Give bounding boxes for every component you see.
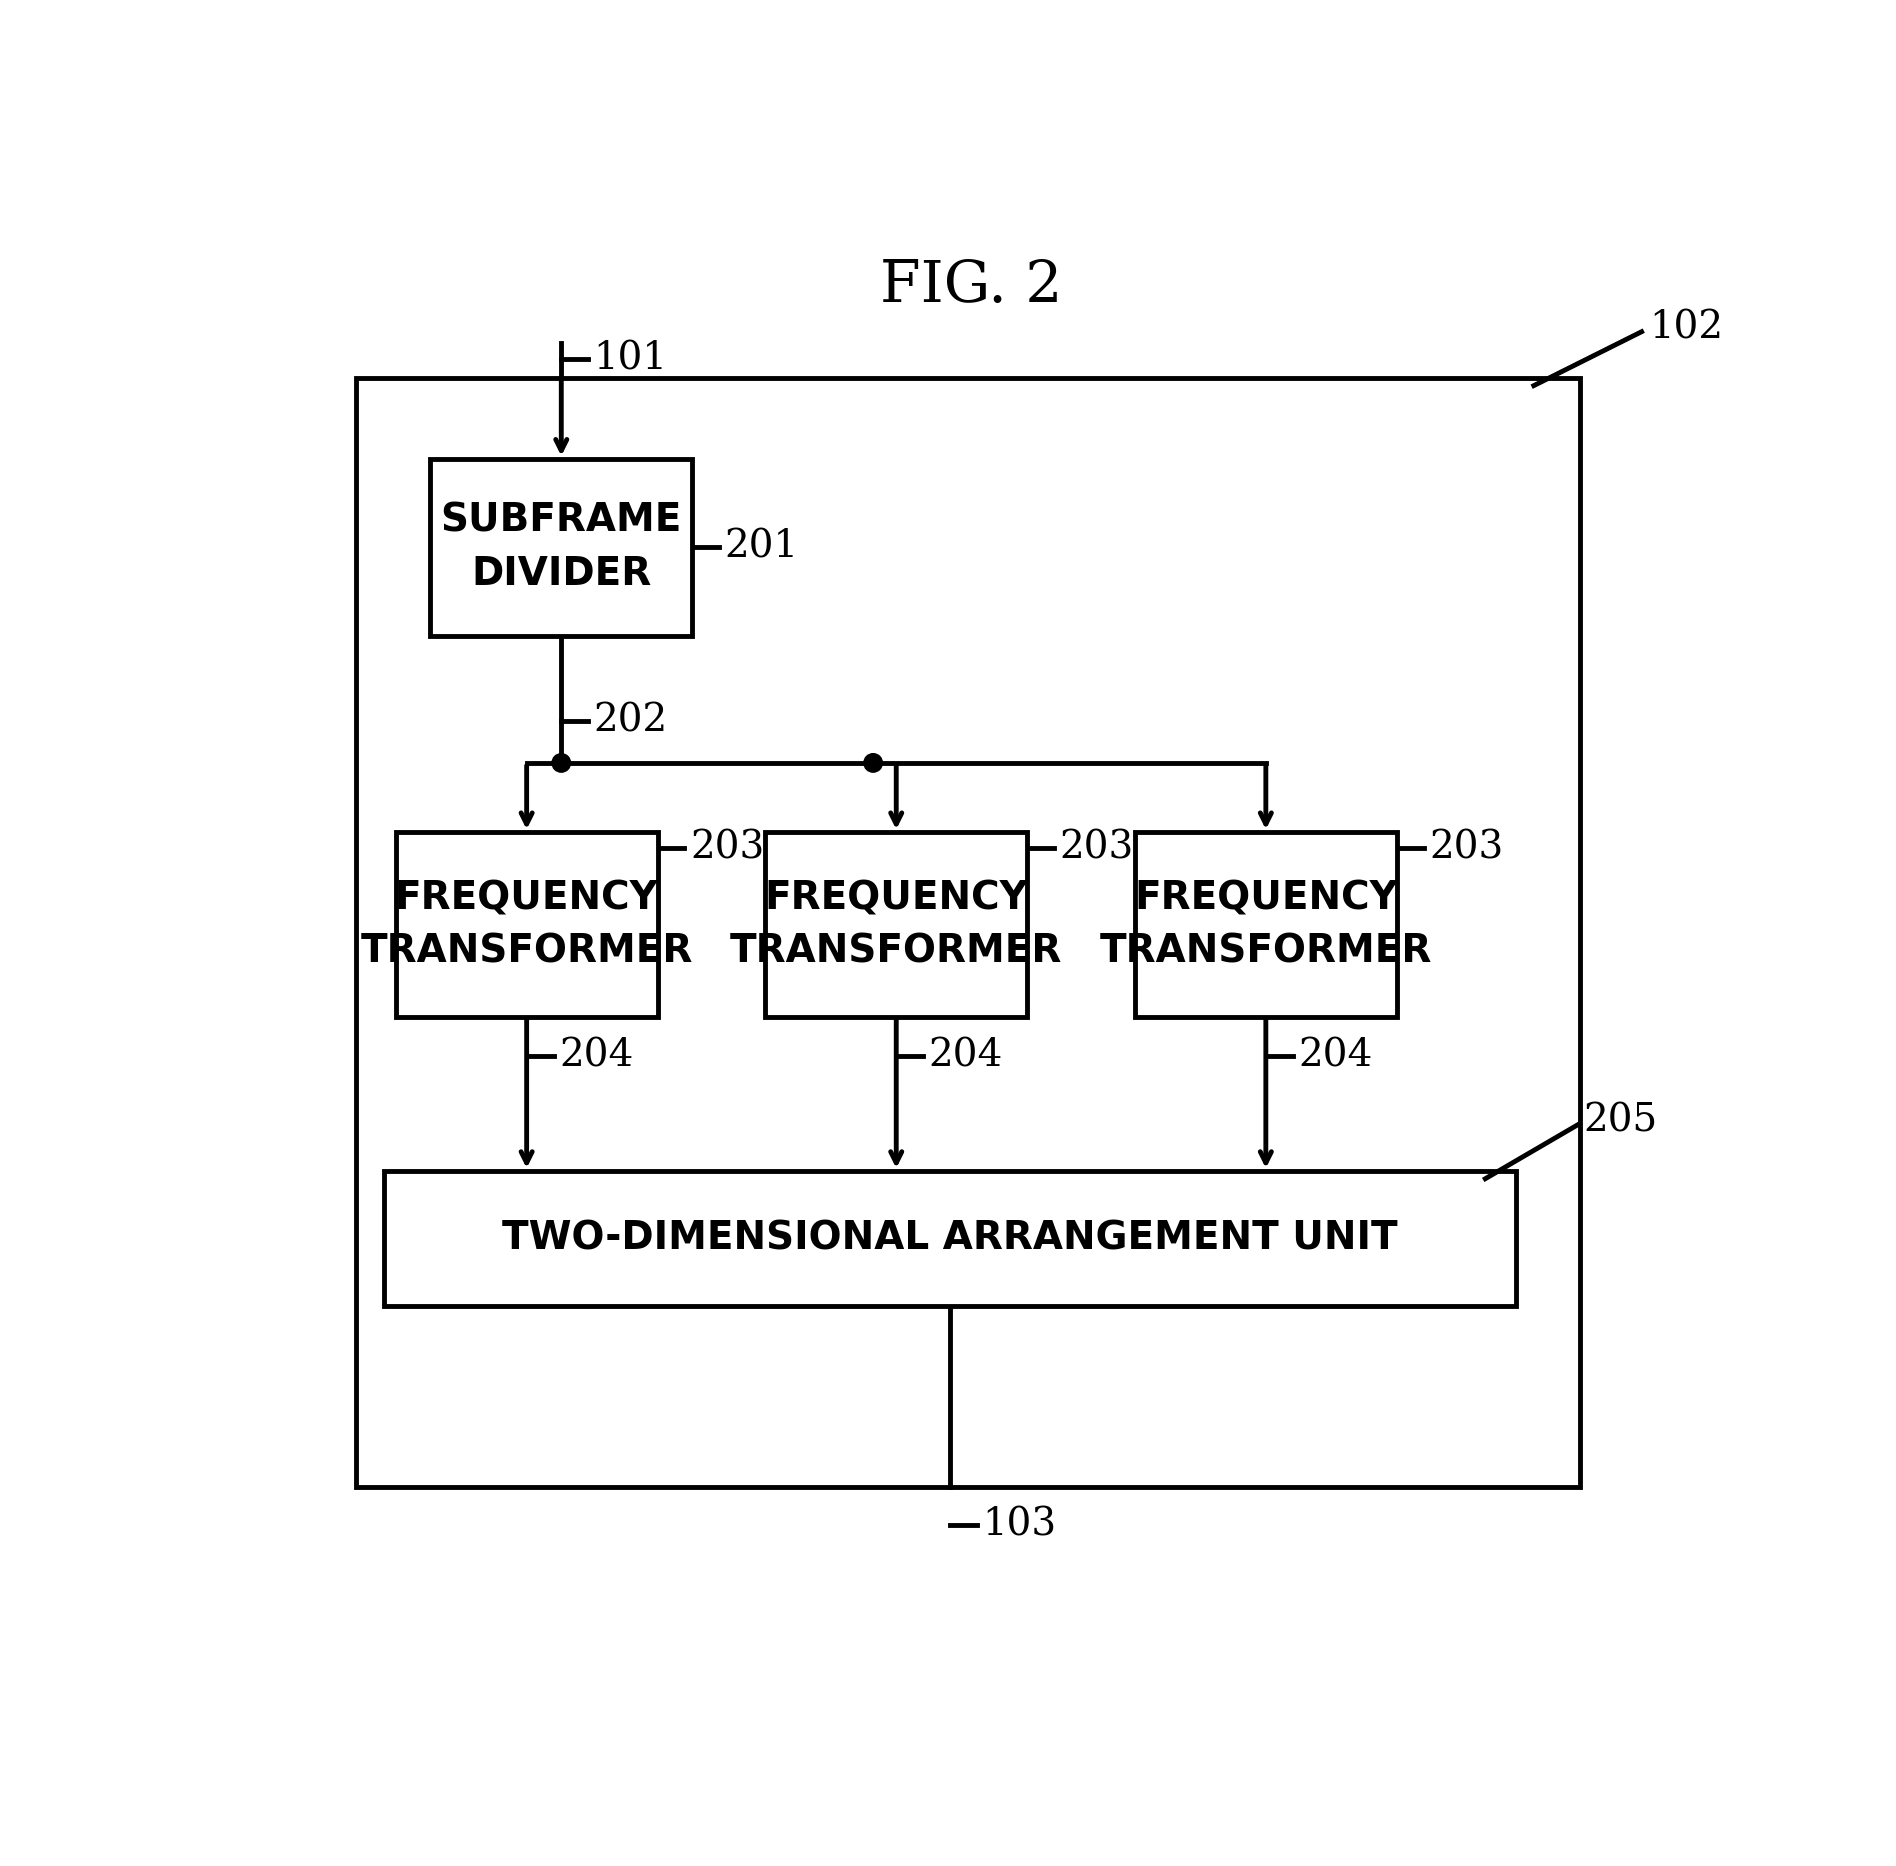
Text: FREQUENCY
TRANSFORMER: FREQUENCY TRANSFORMER xyxy=(360,879,692,970)
Text: 204: 204 xyxy=(929,1037,1003,1075)
Text: 205: 205 xyxy=(1583,1103,1659,1140)
Text: 202: 202 xyxy=(593,702,667,739)
Text: FREQUENCY
TRANSFORMER: FREQUENCY TRANSFORMER xyxy=(730,879,1062,970)
Bar xyxy=(766,832,1028,1017)
Bar xyxy=(396,832,658,1017)
Text: FIG. 2: FIG. 2 xyxy=(880,258,1064,313)
Bar xyxy=(430,459,692,636)
Text: TWO-DIMENSIONAL ARRANGEMENT UNIT: TWO-DIMENSIONAL ARRANGEMENT UNIT xyxy=(502,1218,1397,1258)
Circle shape xyxy=(552,754,571,773)
Text: 103: 103 xyxy=(982,1506,1056,1543)
Text: 203: 203 xyxy=(1060,829,1134,866)
Text: 203: 203 xyxy=(1430,829,1504,866)
Text: 204: 204 xyxy=(1299,1037,1373,1075)
Circle shape xyxy=(865,754,882,773)
Text: 201: 201 xyxy=(724,528,798,565)
Text: SUBFRAME
DIVIDER: SUBFRAME DIVIDER xyxy=(440,502,683,593)
Text: 204: 204 xyxy=(559,1037,633,1075)
Text: 102: 102 xyxy=(1650,310,1723,347)
Text: FREQUENCY
TRANSFORMER: FREQUENCY TRANSFORMER xyxy=(1100,879,1431,970)
Text: 203: 203 xyxy=(690,829,764,866)
Bar xyxy=(385,1172,1517,1306)
Bar xyxy=(1136,832,1397,1017)
Text: 101: 101 xyxy=(593,340,667,377)
Bar xyxy=(356,379,1579,1487)
